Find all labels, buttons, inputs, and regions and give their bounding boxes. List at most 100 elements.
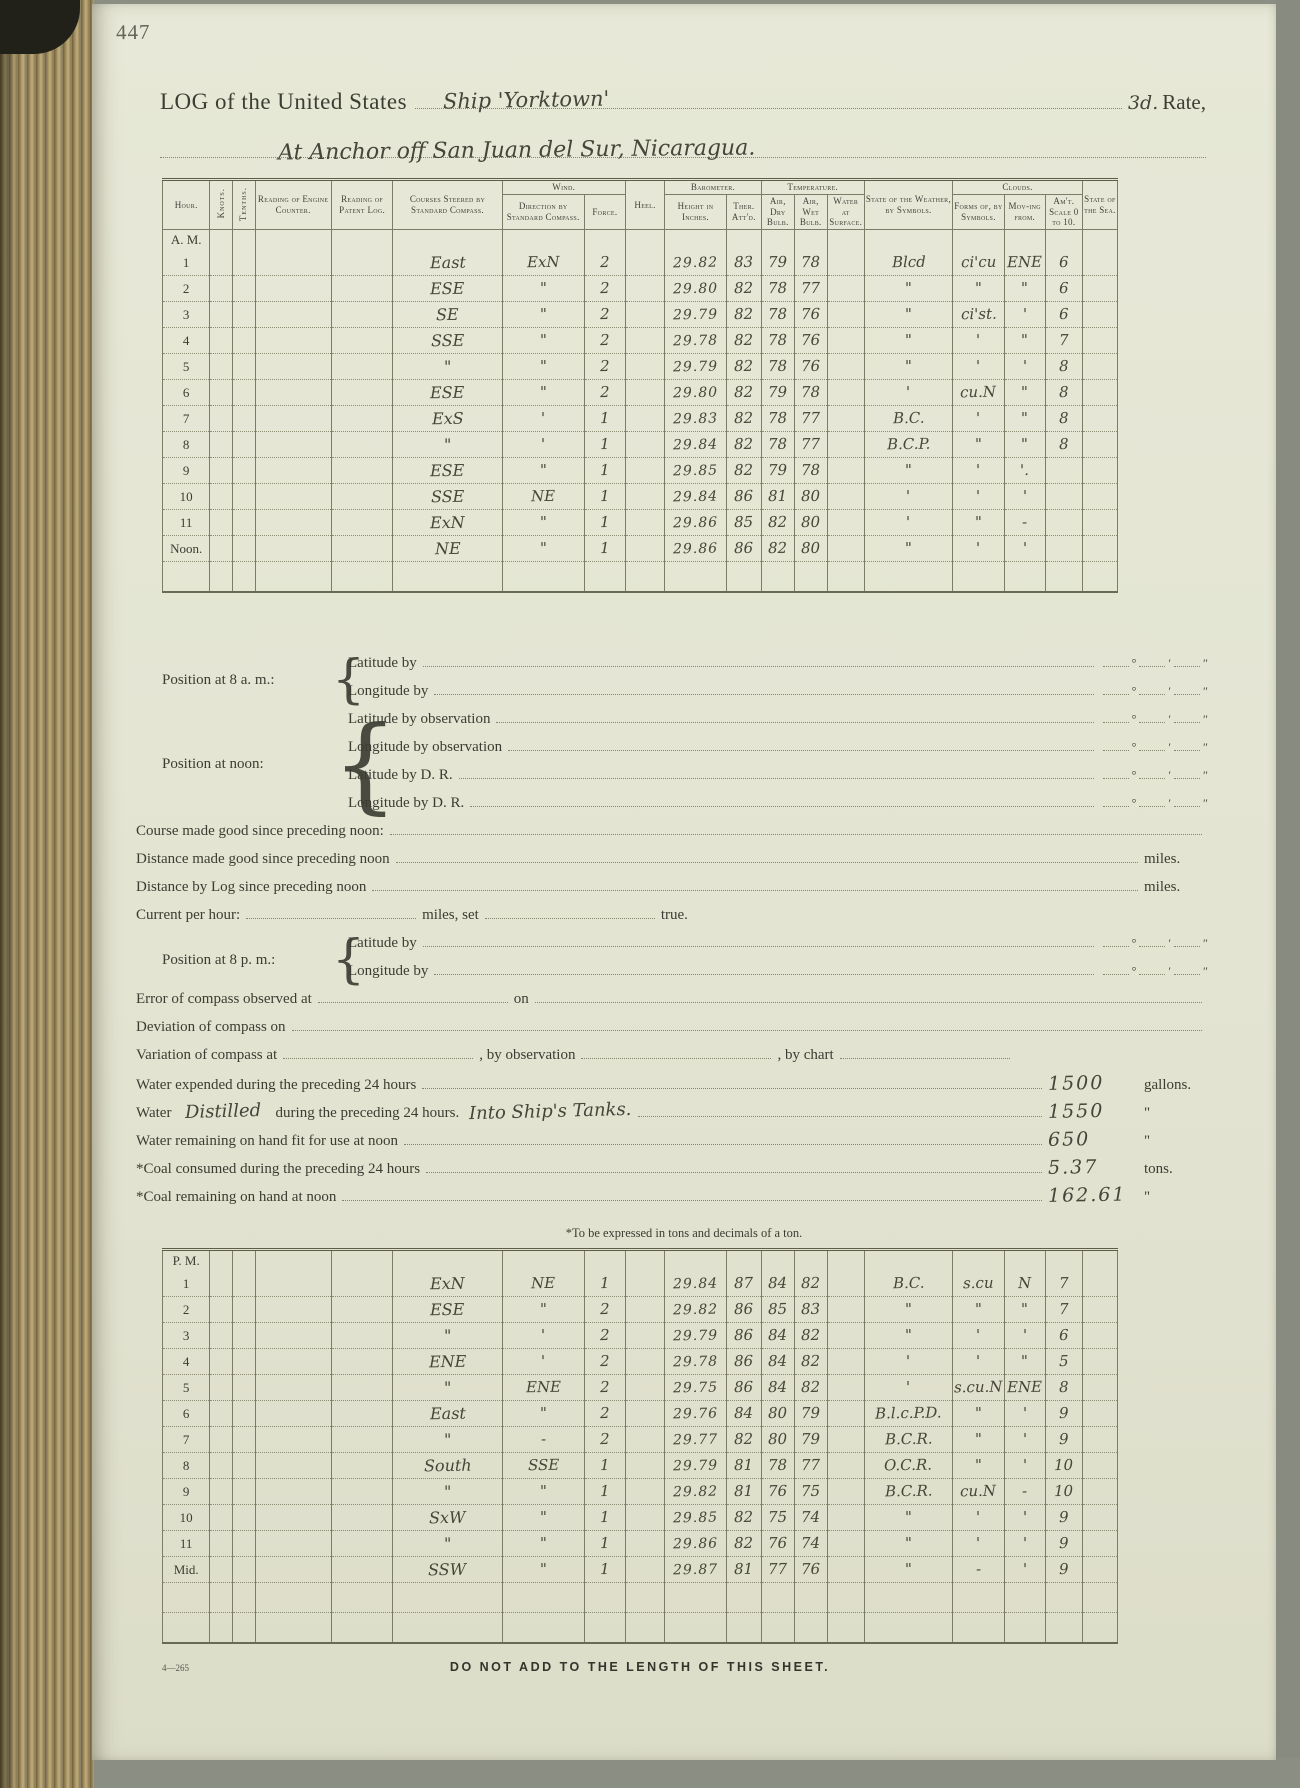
cell-mv: ' [1003, 535, 1046, 563]
water-made-value: 1550 [1047, 1099, 1105, 1123]
log-row: 9 " " 1 29.82 81 76 75 B.C.R. cu.N -10 [161, 1478, 1119, 1505]
cell-dir: " [501, 327, 585, 355]
cell-dry [760, 561, 795, 593]
cell-knots [209, 353, 233, 381]
cell-dir: ExN [501, 250, 585, 277]
cell-course: East [392, 1400, 503, 1427]
cell-wet: 77 [793, 1452, 828, 1479]
cell-water [826, 509, 865, 537]
form-line-longitude-8pm: Longitude by ° ′ ″ [348, 960, 1208, 988]
cell-patent [330, 1452, 394, 1479]
cell-course: " [392, 353, 503, 381]
cell-heel [624, 1296, 666, 1323]
cell-force: 1 [583, 1504, 627, 1531]
cell-engine [254, 275, 332, 303]
cell-dry: 85 [760, 1296, 795, 1323]
col-header-wind-force: Force. [583, 193, 627, 231]
cell-force: 1 [583, 457, 627, 485]
cell-engine [254, 1296, 332, 1323]
cell-wx: " [863, 1322, 954, 1349]
cell-engine [254, 509, 332, 537]
water-expended-value: 1500 [1047, 1071, 1105, 1095]
cell-wx: " [863, 353, 954, 381]
cell-hour: 11 [161, 1530, 211, 1557]
log-row: P. M. [161, 1249, 1119, 1271]
cell-engine [254, 457, 332, 485]
cell-heel [624, 1504, 666, 1531]
col-header-cloud-forms: Forms of, by Symbols. [952, 193, 1005, 231]
cell-wx [863, 1612, 954, 1644]
cell-knots [209, 229, 233, 251]
rate-label: Rate, [1162, 90, 1206, 114]
cell-amt: 9 [1044, 1400, 1083, 1427]
cell-course: " [392, 431, 503, 459]
cell-tenths [231, 229, 256, 251]
cell-course: ESE [392, 1296, 503, 1323]
cell-force: 2 [583, 1400, 627, 1427]
ship-name-handwritten: Ship 'Yorktown' [442, 86, 610, 114]
cell-wx: ' [863, 509, 954, 537]
log-row: 5 " ENE 2 29.75 86 84 82 ' s.cu.N ENE 8 [161, 1374, 1119, 1401]
cell-tenths [231, 1504, 256, 1531]
cell-engine [254, 1504, 332, 1531]
cell-bar: 29.86 [664, 509, 727, 537]
form-line-longitude-8am: Longitude by ° ′ ″ [348, 680, 1208, 708]
cell-dry: 77 [760, 1556, 795, 1583]
cell-patent [330, 1530, 394, 1557]
cell-hour: 5 [161, 1374, 211, 1401]
cell-force: 2 [583, 353, 627, 381]
cell-patent [330, 561, 394, 593]
cell-heel [624, 301, 666, 329]
cell-knots [209, 535, 233, 563]
cell-ther: 86 [725, 1296, 762, 1323]
cell-sea [1081, 1582, 1119, 1613]
cell-engine [254, 483, 332, 511]
cell-water [826, 1612, 865, 1644]
cell-course [392, 229, 503, 251]
cell-hour: 10 [161, 1504, 211, 1531]
cell-force: 1 [583, 1271, 627, 1297]
cell-sea [1081, 1296, 1119, 1323]
cell-mv: ' [1003, 1504, 1046, 1531]
cell-cl: cu.N [952, 1478, 1005, 1505]
cell-wx: " [863, 301, 954, 329]
cell-patent [330, 483, 394, 511]
log-page: 447 LOG of the United States Ship 'Yorkt… [92, 4, 1276, 1760]
cell-amt [1044, 1249, 1083, 1271]
cell-ther: 82 [725, 405, 762, 433]
cell-sea [1081, 1322, 1119, 1349]
cell-wet [793, 561, 828, 593]
cell-water [826, 1530, 865, 1557]
cell-dir: " [501, 353, 585, 381]
log-row: 1 ExN NE 1 29.84 87 84 82 B.C. s.cu N 7 [161, 1271, 1119, 1297]
cell-force: 1 [583, 509, 627, 537]
cell-dir: " [501, 1296, 585, 1323]
cell-force: 2 [583, 275, 627, 303]
cell-tenths [231, 1556, 256, 1583]
cell-ther: 86 [725, 1322, 762, 1349]
cell-course [392, 1582, 503, 1613]
col-header-cloud-moving: Mov-ing from. [1003, 193, 1046, 231]
form-line-lat-observation: Latitude by observation ° ′ ″ [348, 708, 1208, 736]
cell-wx: ' [863, 483, 954, 511]
cell-bar: 29.86 [664, 1530, 727, 1557]
cell-engine [254, 1374, 332, 1401]
cell-sea [1081, 1504, 1119, 1531]
cell-knots [209, 1271, 233, 1297]
cell-heel [624, 1582, 666, 1613]
form-line-lat-dr: Latitude by D. R. ° ′ ″ [348, 764, 1208, 792]
cell-hour: Mid. [161, 1556, 211, 1583]
cell-dry: 79 [760, 250, 795, 277]
cell-ther: 84 [725, 1400, 762, 1427]
cell-hour: 1 [161, 250, 211, 277]
cell-hour: 6 [161, 379, 211, 407]
cell-water [826, 229, 865, 251]
cell-dry [760, 1582, 795, 1613]
cell-mv [1003, 1249, 1046, 1271]
cell-heel [624, 275, 666, 303]
col-header-heel: Heel. [624, 178, 666, 231]
col-header-water-surface: Water at Surface. [826, 193, 865, 231]
cell-dir: " [501, 457, 585, 485]
cell-ther: 82 [725, 327, 762, 355]
form-line-distance-made-good: Distance made good since preceding noon … [136, 848, 1208, 876]
